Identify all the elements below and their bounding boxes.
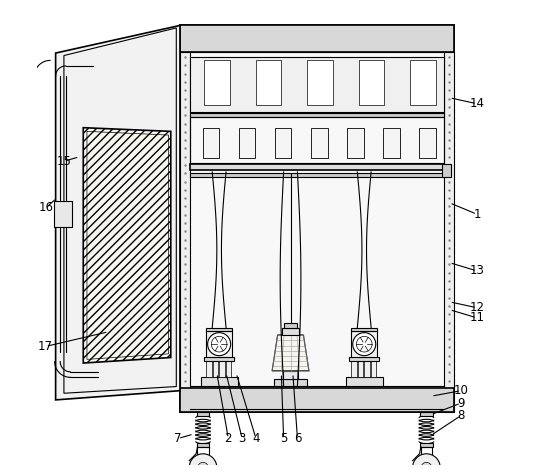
Ellipse shape — [311, 123, 327, 133]
Text: 6: 6 — [294, 432, 301, 445]
Bar — [196, 412, 210, 416]
Ellipse shape — [347, 153, 364, 163]
Bar — [203, 128, 219, 158]
Bar — [346, 377, 383, 385]
Text: 1: 1 — [473, 208, 481, 221]
Bar — [190, 57, 444, 112]
Circle shape — [353, 333, 376, 356]
Ellipse shape — [203, 123, 219, 133]
Bar — [351, 331, 377, 357]
Bar — [358, 60, 385, 105]
Bar — [180, 25, 454, 412]
Bar — [201, 377, 238, 385]
Ellipse shape — [275, 153, 292, 163]
Bar — [444, 52, 454, 412]
Ellipse shape — [347, 123, 364, 133]
Text: 4: 4 — [252, 432, 259, 445]
Circle shape — [421, 462, 432, 470]
Bar — [274, 379, 307, 385]
Bar — [307, 60, 333, 105]
Bar — [180, 25, 454, 52]
Bar — [420, 443, 433, 447]
Circle shape — [208, 333, 231, 356]
Bar — [180, 52, 190, 412]
Bar — [219, 361, 225, 377]
Text: 7: 7 — [174, 432, 181, 445]
Bar — [204, 357, 234, 361]
Ellipse shape — [384, 123, 400, 133]
Bar — [311, 128, 327, 158]
Text: 15: 15 — [57, 155, 71, 168]
Text: 3: 3 — [239, 432, 246, 445]
Bar — [284, 322, 297, 328]
Bar — [206, 361, 212, 377]
Text: 13: 13 — [470, 265, 485, 277]
Ellipse shape — [239, 123, 255, 133]
Bar — [206, 328, 232, 331]
Bar — [349, 357, 379, 361]
Circle shape — [198, 462, 208, 470]
Polygon shape — [56, 25, 180, 400]
Bar — [275, 128, 292, 158]
Bar — [441, 164, 451, 177]
Ellipse shape — [239, 153, 255, 163]
Bar — [256, 60, 281, 105]
Bar — [190, 113, 444, 117]
Text: 8: 8 — [457, 409, 464, 422]
Ellipse shape — [311, 153, 327, 163]
Ellipse shape — [384, 153, 400, 163]
Bar — [282, 328, 299, 335]
Bar — [347, 128, 364, 158]
Bar — [371, 361, 376, 377]
Bar — [196, 443, 210, 447]
Ellipse shape — [203, 153, 219, 163]
Bar — [204, 60, 230, 105]
Text: 2: 2 — [225, 432, 232, 445]
Text: 5: 5 — [280, 432, 287, 445]
Text: 12: 12 — [470, 301, 485, 314]
Bar — [239, 128, 255, 158]
Text: 9: 9 — [457, 397, 465, 410]
Bar — [190, 117, 444, 163]
Bar — [351, 361, 357, 377]
Bar — [180, 388, 454, 412]
Bar — [206, 331, 232, 357]
Circle shape — [189, 454, 217, 470]
Text: 11: 11 — [470, 312, 485, 324]
Text: 10: 10 — [454, 384, 468, 397]
Bar — [283, 371, 298, 379]
Polygon shape — [83, 128, 171, 363]
Circle shape — [412, 454, 440, 470]
Bar — [420, 412, 433, 416]
Bar — [384, 128, 400, 158]
Bar — [190, 385, 444, 388]
Bar — [190, 173, 444, 177]
Bar — [226, 361, 231, 377]
Bar — [419, 128, 436, 158]
Bar — [213, 361, 218, 377]
Bar — [351, 328, 377, 331]
Bar — [410, 60, 436, 105]
Bar — [358, 361, 363, 377]
Text: 17: 17 — [38, 340, 53, 353]
Ellipse shape — [275, 123, 292, 133]
Bar — [54, 201, 72, 227]
Bar — [364, 361, 370, 377]
Text: 16: 16 — [39, 201, 54, 214]
Bar — [190, 164, 444, 170]
Text: 14: 14 — [470, 97, 485, 110]
Ellipse shape — [419, 153, 436, 163]
Ellipse shape — [419, 123, 436, 133]
Polygon shape — [272, 335, 309, 371]
